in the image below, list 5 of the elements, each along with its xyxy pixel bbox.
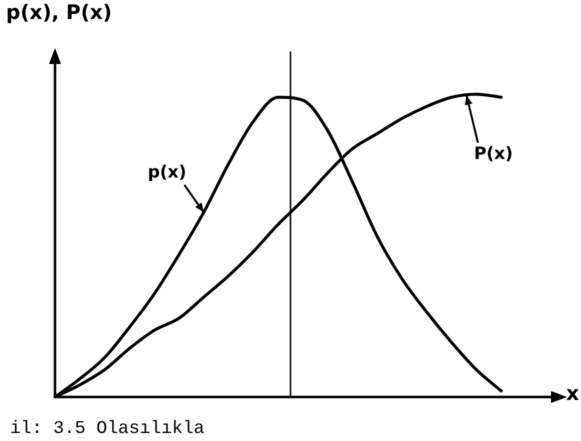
y-axis-title: p(x), P(x) [6,0,112,24]
text: P(x) [474,144,513,164]
series-label: p(x) [148,162,186,182]
x-axis-title: x [566,381,580,406]
text: il: 3.5 Olasılıkla [10,418,205,439]
